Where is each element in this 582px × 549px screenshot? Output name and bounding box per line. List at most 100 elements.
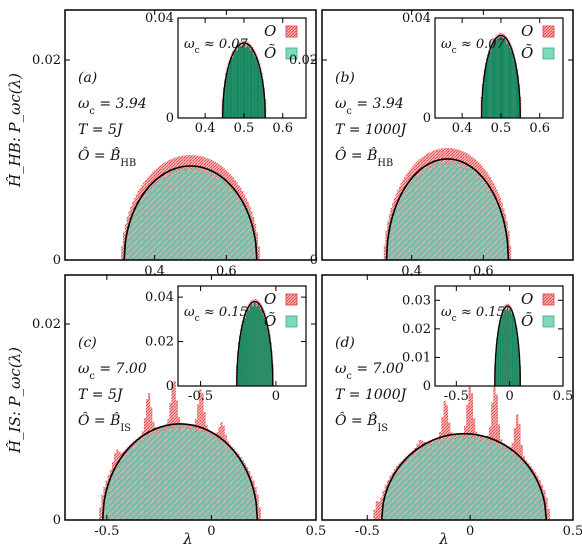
legend-label-O: O	[521, 22, 533, 40]
Otilde-bar	[254, 57, 256, 118]
Otilde-bar	[502, 223, 505, 260]
Otilde-bar	[492, 42, 494, 118]
Otilde-bar	[214, 173, 217, 260]
Otilde-bar	[223, 183, 226, 260]
Otilde-bar	[124, 239, 127, 260]
Otilde-bar	[175, 424, 178, 520]
semicircle-curve	[101, 423, 259, 520]
y-tick-label: 0	[423, 111, 431, 126]
Otilde-bar	[384, 492, 388, 520]
Otilde-bar	[498, 330, 500, 386]
y-tick-label: 0.01	[402, 350, 431, 365]
semicircle-curve	[494, 305, 521, 386]
Otilde-bar	[159, 176, 162, 260]
inset-2: -0.5 0 0 0.02 0.04	[145, 285, 307, 404]
x-tick-label: 0.5	[491, 121, 512, 136]
Otilde-bar	[169, 427, 172, 520]
Otilde-bar	[185, 168, 187, 260]
x-tick-label: 0.5	[306, 524, 327, 539]
Otilde-bar	[237, 352, 239, 386]
O-bar	[101, 494, 104, 520]
Otilde-bar	[137, 440, 140, 520]
Otilde-bar	[152, 429, 155, 520]
semicircle-curve	[221, 42, 266, 118]
panel-annotation: Ô = B̂IS	[335, 411, 388, 434]
Otilde-bar	[459, 167, 461, 260]
Otilde-bar	[522, 464, 526, 520]
Otilde-bar	[144, 191, 147, 260]
panel-frame	[321, 9, 574, 261]
Otilde-bar	[250, 49, 253, 118]
Otilde-bar	[241, 327, 243, 386]
Otilde-bar	[231, 449, 234, 520]
Otilde-bar	[223, 88, 226, 118]
Otilde-bar	[494, 44, 496, 118]
semicircle-curve	[380, 432, 548, 520]
x-tick-label: 0.4	[452, 121, 473, 136]
inset-frame	[177, 17, 307, 119]
Otilde-bar	[487, 185, 490, 260]
Otilde-bar	[469, 166, 471, 260]
Otilde-bar	[508, 310, 509, 386]
Otilde-bar	[486, 184, 488, 260]
Otilde-bar	[201, 431, 204, 520]
O-bar	[383, 245, 386, 260]
Otilde-bar	[152, 182, 155, 260]
Otilde-bar	[252, 231, 255, 260]
legend-swatch-Otilde	[542, 47, 555, 60]
panel-annotation: T = 1000J	[335, 122, 408, 138]
y-tick-label: 0	[166, 379, 174, 394]
Otilde-bar	[246, 46, 248, 118]
Otilde-bar	[228, 186, 231, 260]
Otilde-bar	[481, 176, 483, 260]
Otilde-bar	[131, 448, 134, 520]
y-tick-label: 0.02	[32, 317, 61, 332]
Otilde-bar	[430, 445, 433, 520]
Otilde-bar	[534, 476, 537, 520]
inset-frame	[434, 285, 564, 387]
Otilde-bar	[181, 168, 184, 260]
Otilde-bar	[416, 449, 419, 520]
Otilde-bar	[450, 159, 453, 260]
Otilde-bar	[511, 51, 513, 118]
panel-annotation: T = 5J	[78, 122, 124, 138]
Otilde-bar	[222, 440, 225, 520]
Otilde-bar	[439, 441, 442, 520]
Otilde-bar	[207, 431, 210, 520]
Otilde-bar	[139, 442, 142, 520]
panel-annotation: T = 5J	[78, 387, 124, 403]
Otilde-bar	[228, 66, 230, 118]
panel-annotation: ωc = 3.94	[335, 96, 404, 117]
x-tick-label: 0.5	[553, 389, 574, 404]
Otilde-bar	[513, 456, 517, 520]
Otilde-bar	[173, 426, 176, 520]
Otilde-bar	[407, 457, 410, 520]
Otilde-bar	[212, 173, 215, 260]
Otilde-bar	[472, 173, 475, 260]
panel-label: (c)	[78, 335, 97, 351]
Otilde-bar	[252, 490, 255, 520]
Otilde-bar	[517, 337, 519, 386]
Otilde-bar	[135, 208, 138, 260]
Otilde-bar	[506, 449, 510, 520]
Otilde-bar	[477, 178, 480, 260]
Otilde-bar	[414, 454, 417, 520]
Otilde-bar	[254, 302, 256, 386]
Otilde-bar	[494, 198, 497, 260]
Otilde-bar	[168, 174, 171, 260]
Otilde-bar	[232, 189, 235, 260]
Otilde-bar	[475, 435, 478, 520]
Otilde-bar	[122, 456, 125, 520]
Otilde-bar	[150, 432, 153, 520]
Otilde-bar	[180, 429, 183, 520]
Otilde-bar	[262, 314, 264, 386]
Otilde-bar	[515, 68, 517, 118]
Otilde-bar	[237, 199, 240, 260]
Otilde-bar	[211, 437, 215, 520]
Otilde-bar	[226, 73, 228, 118]
Otilde-bar	[516, 455, 519, 520]
Otilde-bar	[513, 321, 515, 386]
Otilde-bar	[184, 424, 187, 520]
Otilde-bar	[186, 429, 189, 520]
Otilde-bar	[261, 309, 263, 386]
